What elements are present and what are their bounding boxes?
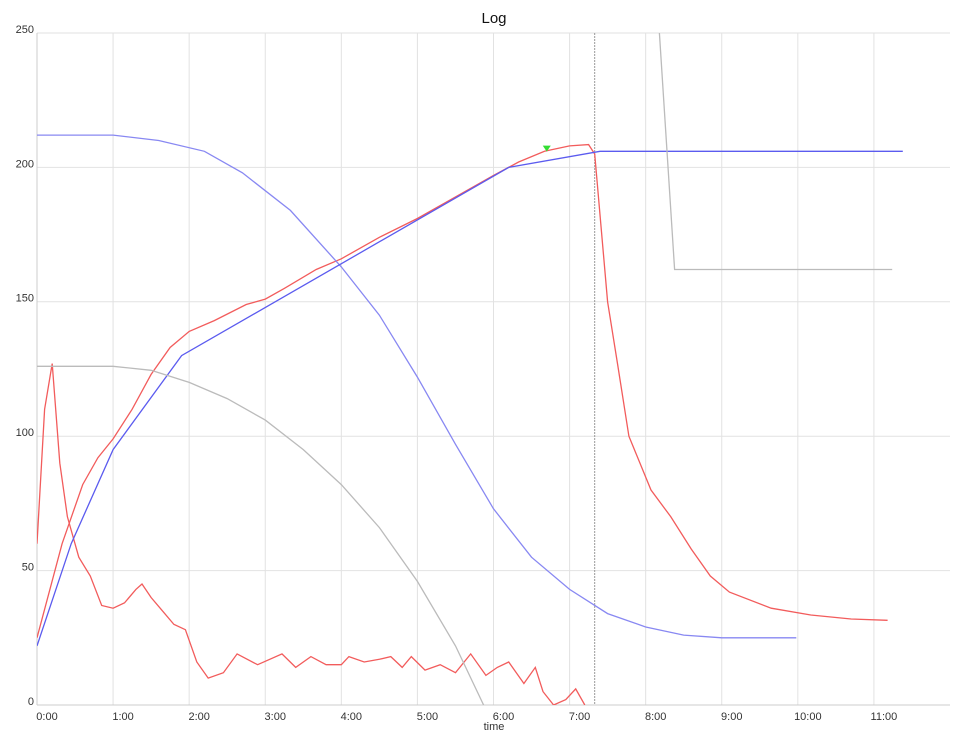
y-tick-label: 150 (16, 293, 34, 305)
x-tick-label: 4:00 (341, 711, 362, 723)
marker (542, 145, 551, 152)
chart-title: Log (481, 10, 506, 27)
x-tick-label: 2:00 (188, 711, 209, 723)
x-tick-label: 1:00 (112, 711, 133, 723)
x-tick-label: 6:00 (493, 711, 514, 723)
y-tick-label: 100 (16, 427, 34, 439)
series-line (37, 365, 485, 705)
x-tick-label: 9:00 (721, 711, 742, 723)
plot-area (37, 33, 903, 705)
x-tick-label: 11:00 (871, 711, 898, 723)
x-tick-label: 8:00 (645, 711, 666, 723)
grid (36, 32, 950, 706)
x-tick-label: 5:00 (417, 711, 438, 723)
series-line (37, 143, 888, 638)
x-axis-label: time (484, 721, 505, 731)
y-tick-label: 200 (16, 158, 34, 170)
y-tick-label: 0 (28, 696, 34, 708)
x-tick-label: 10:00 (794, 711, 822, 723)
y-tick-label: 50 (22, 562, 34, 574)
y-tick-label: 250 (16, 24, 34, 36)
tick-labels: 0 50 100 150 200 250 0:00 1:00 2:00 3:00 4:00 5:00 6… (16, 24, 898, 723)
x-tick-label: 0:00 (36, 711, 57, 723)
series-line (37, 134, 797, 639)
series-line (37, 150, 903, 647)
series-line (658, 33, 893, 271)
x-tick-label: 3:00 (265, 711, 286, 723)
series-line (37, 363, 586, 705)
x-tick-label: 7:00 (569, 711, 590, 723)
